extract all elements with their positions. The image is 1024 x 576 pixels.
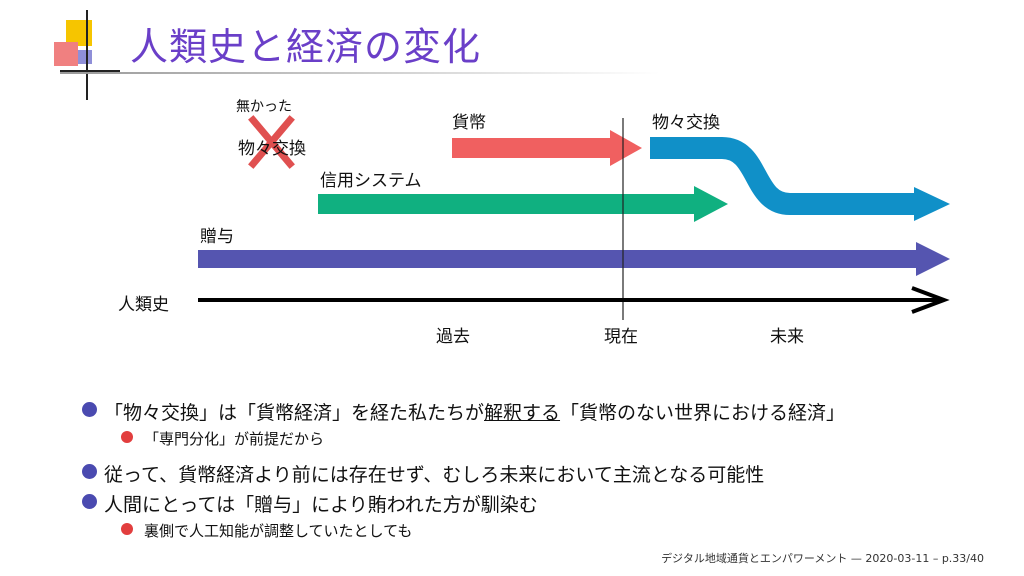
slide-footer: デジタル地域通貨とエンパワーメント — 2020-03-11 – p.33/40 <box>661 552 984 565</box>
decor-vline <box>86 10 88 100</box>
sub-bullet-text: 裏側で人工知能が調整していたとしても <box>144 522 413 540</box>
decor-square-red <box>54 42 78 66</box>
bullet-text: 人間にとっては「贈与」により賄われた方が馴染む <box>104 494 538 516</box>
label-past: 過去 <box>436 327 470 347</box>
sub-bullet-dot <box>121 523 133 535</box>
label-gift: 贈与 <box>200 227 234 247</box>
gift-arrow <box>198 242 950 276</box>
credit-system-arrow <box>318 186 728 222</box>
barter-future-arrow <box>650 137 950 221</box>
label-barter-crossed: 物々交換 <box>238 139 306 159</box>
sub-bullet-item: 裏側で人工知能が調整していたとしても <box>121 520 413 541</box>
bullet-item: 「物々交換」は「貨幣経済」を経た私たちが解釈する「貨幣のない世界における経済」 <box>82 398 846 425</box>
label-currency: 貨幣 <box>452 113 486 133</box>
bullet-dot <box>82 494 97 509</box>
cross-mark <box>248 115 295 169</box>
sub-bullet-text: 「専門分化」が前提だから <box>144 430 325 448</box>
bullet-text: 従って、貨幣経済より前には存在せず、むしろ未来において主流となる可能性 <box>104 464 765 486</box>
title-rule <box>60 72 660 74</box>
decor-hline <box>60 70 120 72</box>
label-credit-system: 信用システム <box>320 171 422 191</box>
sub-bullet-item: 「専門分化」が前提だから <box>121 428 325 449</box>
bullet-text-underlined: 解釈する <box>484 402 561 424</box>
label-human-history: 人類史 <box>118 295 169 315</box>
label-present: 現在 <box>604 327 638 347</box>
bullet-text: 「貨幣のない世界における経済」 <box>560 402 846 424</box>
timeline-axis <box>198 286 950 314</box>
label-future: 未来 <box>770 327 804 347</box>
bullet-text: 「物々交換」は「貨幣経済」を経た私たちが <box>104 402 485 424</box>
bullet-item: 従って、貨幣経済より前には存在せず、むしろ未来において主流となる可能性 <box>82 460 765 487</box>
decor-square-blue <box>78 50 92 64</box>
sub-bullet-dot <box>121 431 133 443</box>
bullet-dot <box>82 464 97 479</box>
label-barter-future: 物々交換 <box>652 113 720 133</box>
slide-title: 人類史と経済の変化 <box>130 25 482 69</box>
bullet-item: 人間にとっては「贈与」により賄われた方が馴染む <box>82 490 538 517</box>
bullet-dot <box>82 402 97 417</box>
label-did-not-exist: 無かった <box>236 99 292 115</box>
currency-arrow <box>452 130 642 166</box>
